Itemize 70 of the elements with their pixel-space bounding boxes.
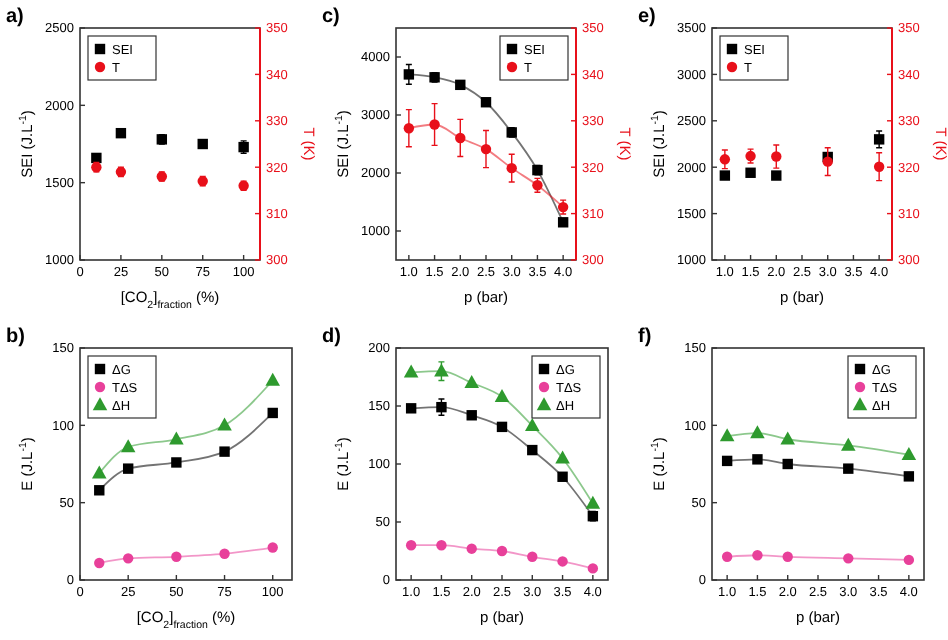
point xyxy=(496,421,508,433)
point xyxy=(405,403,417,414)
point xyxy=(843,463,854,474)
point xyxy=(557,471,568,482)
point xyxy=(197,138,208,150)
point xyxy=(120,439,136,453)
point xyxy=(267,542,278,553)
point xyxy=(265,372,281,386)
point xyxy=(494,388,510,402)
chart-title: e) xyxy=(638,6,656,28)
point xyxy=(557,556,568,567)
point xyxy=(525,417,540,431)
point xyxy=(267,407,278,419)
point xyxy=(434,363,449,377)
point xyxy=(219,548,230,559)
point xyxy=(403,364,419,378)
point xyxy=(122,553,134,564)
chart-title: b) xyxy=(6,326,25,348)
point xyxy=(901,446,917,460)
chart-title: f) xyxy=(638,326,652,348)
point xyxy=(217,417,232,431)
point xyxy=(122,463,134,474)
chart-title: d) xyxy=(322,326,341,348)
point xyxy=(752,454,763,465)
point xyxy=(506,162,517,174)
point xyxy=(771,170,782,181)
point xyxy=(455,132,466,144)
point xyxy=(555,450,570,464)
point xyxy=(780,431,795,445)
chart-title: a) xyxy=(6,6,24,28)
point xyxy=(403,123,415,134)
point xyxy=(466,543,477,554)
point xyxy=(843,553,854,564)
point xyxy=(527,551,538,562)
point xyxy=(903,554,915,566)
point xyxy=(585,495,601,509)
point xyxy=(782,551,793,562)
point xyxy=(171,551,182,562)
point xyxy=(94,557,105,569)
point xyxy=(752,550,763,561)
point xyxy=(466,410,477,421)
point xyxy=(171,457,182,468)
point xyxy=(841,437,856,451)
point xyxy=(721,551,733,562)
point xyxy=(721,455,733,467)
point xyxy=(745,167,756,178)
point xyxy=(429,119,440,130)
point xyxy=(405,540,417,551)
point xyxy=(455,79,466,91)
point xyxy=(527,444,538,456)
point xyxy=(91,152,102,164)
point xyxy=(557,217,569,228)
chart-title: c) xyxy=(322,6,340,28)
point xyxy=(719,428,735,442)
point xyxy=(903,471,915,482)
point xyxy=(94,485,105,496)
point xyxy=(91,465,107,479)
point xyxy=(436,540,447,551)
point xyxy=(480,97,492,108)
point xyxy=(480,143,492,155)
point xyxy=(719,170,731,181)
point xyxy=(219,446,230,457)
point xyxy=(169,431,184,445)
point xyxy=(496,545,508,557)
point xyxy=(115,127,127,139)
point xyxy=(464,375,479,388)
point xyxy=(750,425,765,439)
point xyxy=(403,69,415,80)
point xyxy=(587,563,599,574)
point xyxy=(782,458,793,470)
